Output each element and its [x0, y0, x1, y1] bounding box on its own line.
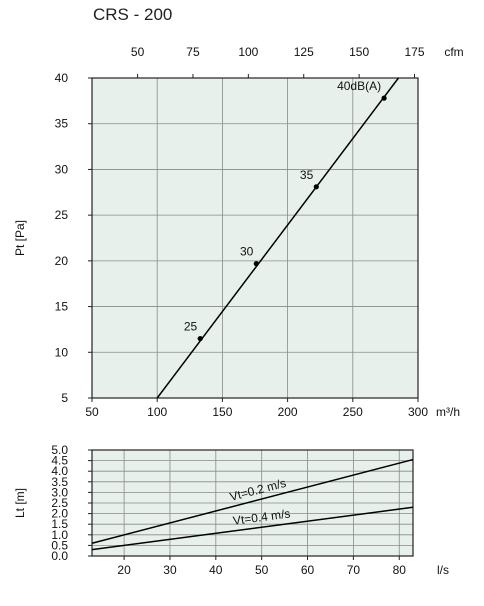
chart2-y-tick-label: 3.0 [51, 485, 68, 499]
chart1-y-tick-label: 10 [55, 345, 69, 359]
chart1-point-label: 40dB(A) [337, 79, 381, 93]
chart1-y-tick-label: 20 [55, 254, 69, 268]
chart2-y-tick-label: 1.5 [51, 517, 68, 531]
chart1-y-tick-label: 35 [55, 117, 69, 131]
chart1-y-axis-label: Pt [Pa] [13, 220, 27, 256]
chart1-point-label: 30 [240, 245, 254, 259]
chart2-x-tick-label: 20 [117, 563, 131, 577]
chart1-plot-area [92, 78, 418, 398]
chart2-y-tick-label: 5.0 [51, 443, 68, 457]
chart2-y-tick-label: 3.5 [51, 475, 68, 489]
chart1-y-tick-label: 30 [55, 162, 69, 176]
chart1-y-tick-label: 5 [61, 391, 68, 405]
chart1-data-point [313, 184, 319, 190]
chart1-top-tick-label: 50 [131, 45, 145, 59]
chart1-x-tick-label: 300 [408, 405, 428, 419]
chart2-y-tick-label: 1.0 [51, 528, 68, 542]
chart1-data-point [381, 95, 387, 101]
chart1-frame [91, 77, 419, 399]
chart1-y-tick-label: 15 [55, 300, 69, 314]
chart2-x-tick-label: 40 [209, 563, 223, 577]
chart2-x-tick-label: 80 [393, 563, 407, 577]
chart1-top-tick-label: 125 [294, 45, 314, 59]
chart2-x-tick-label: 60 [301, 563, 315, 577]
chart1-top-tick-label: 75 [186, 45, 200, 59]
chart2-x-tick-label: 50 [255, 563, 269, 577]
chart1-top-tick-label: 175 [404, 45, 424, 59]
chart1-x-tick-label: 50 [85, 405, 99, 419]
chart1-x-tick-label: 200 [278, 405, 298, 419]
chart2-series-line [91, 506, 414, 551]
chart1-x-tick-label: 150 [212, 405, 232, 419]
chart1-data-point [253, 261, 259, 267]
chart2-y-tick-label: 2.0 [51, 507, 68, 521]
chart1-data-point [197, 335, 203, 342]
chart1-top-tick-label: 150 [349, 45, 369, 59]
chart2-x-axis-label: l/s [437, 563, 449, 577]
chart2-y-tick-label: 4.0 [51, 464, 68, 478]
chart1-point-label: 35 [300, 168, 314, 182]
chart-title: CRS - 200 [93, 5, 173, 24]
chart2-series-line [91, 458, 414, 545]
chart2-y-tick-label: 2.5 [51, 496, 68, 510]
chart1-top-tick-label: 100 [238, 45, 258, 59]
chart1-x-tick-label: 250 [343, 405, 363, 419]
chart1-x-tick-label: 100 [147, 405, 167, 419]
chart1-y-tick-label: 25 [55, 208, 69, 222]
chart2-y-tick-label: 0.5 [51, 538, 68, 552]
chart2-y-tick-label: 0.0 [51, 549, 68, 563]
chart2-x-tick-label: 70 [347, 563, 361, 577]
chart2-x-tick-label: 30 [163, 563, 177, 577]
chart1-y-tick-label: 40 [55, 71, 69, 85]
chart2-y-axis-label: Lt [m] [13, 488, 27, 518]
chart1-point-label: 25 [184, 320, 198, 334]
chart1-x-axis-label: m³/h [436, 405, 460, 419]
chart1-top-axis-label: cfm [444, 45, 463, 59]
chart1-series-line [156, 77, 400, 399]
chart2-y-tick-label: 4.5 [51, 454, 68, 468]
